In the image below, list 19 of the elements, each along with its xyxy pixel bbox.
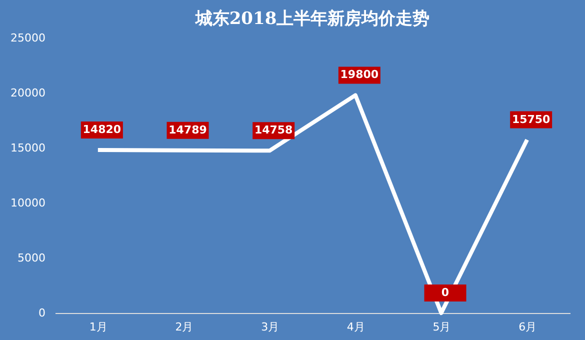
data-label: 14789 <box>168 123 207 136</box>
x-tick-label: 2月 <box>175 320 194 334</box>
data-label: 15750 <box>512 112 551 126</box>
y-tick-label: 15000 <box>10 142 46 154</box>
y-tick-label: 10000 <box>10 196 46 210</box>
x-tick-label: 3月 <box>261 320 280 334</box>
y-tick-label: 5000 <box>18 252 46 264</box>
data-label: 19800 <box>340 68 379 82</box>
x-tick-label: 4月 <box>346 320 365 334</box>
x-tick-label: 1月 <box>89 320 108 334</box>
y-tick-label: 20000 <box>10 86 46 100</box>
y-tick-label: 0 <box>38 306 46 320</box>
y-tick-label: 25000 <box>10 32 46 44</box>
x-tick-label: 6月 <box>518 320 537 334</box>
data-label: 14758 <box>254 124 293 137</box>
data-label: 0 <box>441 286 450 299</box>
data-label: 14820 <box>82 122 122 136</box>
x-tick-label: 5月 <box>432 320 451 334</box>
chart-title: 城东2018上半年新房均价走势 <box>194 9 430 29</box>
